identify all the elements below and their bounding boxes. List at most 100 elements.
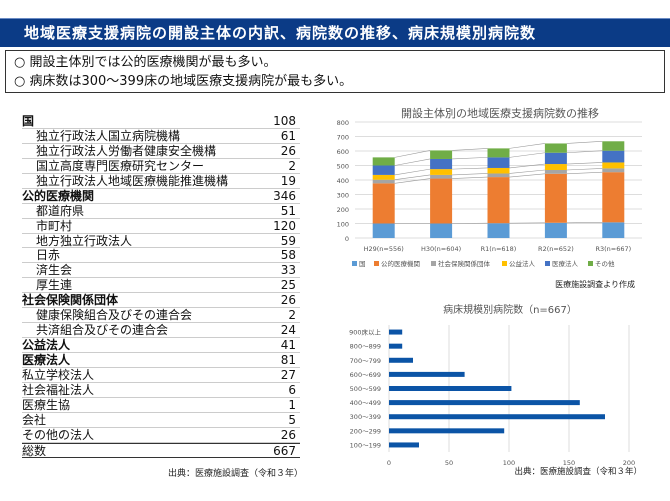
series-line <box>509 143 545 149</box>
bar-segment <box>544 169 567 174</box>
row-label: 独立行政法人地域医療機能推進機構 <box>36 173 229 188</box>
row-label: 総数 <box>22 443 47 458</box>
series-line <box>509 169 545 174</box>
row-label: 共済組合及びその連合会 <box>36 323 169 338</box>
row-label: 国 <box>22 114 35 128</box>
bar-segment <box>487 173 510 178</box>
bar <box>389 357 413 363</box>
series-line <box>452 157 488 160</box>
row-label: 会社 <box>22 412 47 427</box>
legend-label: 国 <box>359 260 366 268</box>
row-value: 27 <box>280 367 296 382</box>
table-row: 公益法人 41 <box>22 338 300 353</box>
legend-swatch <box>588 261 593 266</box>
x-tick-label: R3(n=667) <box>595 245 631 253</box>
bar-segment <box>372 183 395 224</box>
row-label: 社会福祉法人 <box>22 382 95 397</box>
legend-swatch <box>374 261 379 266</box>
summary-line: ○ 開設主体別では公的医療機関が最も多い。 <box>14 55 277 70</box>
y-tick-label: 300～399 <box>350 413 381 421</box>
legend-label: 医療法人 <box>552 259 579 268</box>
bar-segment <box>372 157 395 166</box>
y-tick-label: 600 <box>337 148 349 156</box>
row-value: 24 <box>280 323 296 338</box>
table-row: 会社 5 <box>22 413 300 428</box>
series-line <box>566 162 603 165</box>
legend-label: その他 <box>595 259 615 268</box>
y-tick-label: 900床以上 <box>349 328 381 337</box>
table-row: 国 108 <box>22 114 300 129</box>
row-value: 2 <box>288 308 296 323</box>
legend-swatch <box>502 261 507 266</box>
x-tick-label: 0 <box>387 459 391 467</box>
bar-segment <box>544 222 567 238</box>
row-value: 26 <box>280 427 296 442</box>
table-row: その他の法人 26 <box>22 428 300 443</box>
row-value: 26 <box>280 293 296 308</box>
series-line <box>394 150 431 158</box>
series-line <box>394 178 431 184</box>
row-label: 独立行政法人国立病院機構 <box>36 128 181 143</box>
series-line <box>566 171 603 175</box>
y-tick-label: 400 <box>337 177 349 185</box>
bar <box>389 386 512 391</box>
row-value: 120 <box>273 218 296 233</box>
row-label: 国立高度専門医療研究センター <box>36 158 205 173</box>
row-label: 市町村 <box>36 218 73 233</box>
row-value: 26 <box>280 143 296 158</box>
row-label: 都道府県 <box>36 203 85 218</box>
row-label: 医療法人 <box>22 353 71 367</box>
table-row: 公的医療機関 346 <box>22 189 300 204</box>
row-value: 6 <box>288 382 296 397</box>
row-value: 58 <box>280 248 296 263</box>
y-tick-label: 400～499 <box>350 399 381 407</box>
series-line <box>509 163 545 169</box>
row-label: 日赤 <box>36 248 61 263</box>
bar-segment <box>602 222 625 238</box>
legend-label: 公的医療機関 <box>381 259 420 268</box>
bar-segment <box>544 152 567 165</box>
table-source: 出典：医療施設調査（令和３年） <box>168 469 304 479</box>
y-tick-label: 0 <box>345 235 349 243</box>
row-value: 61 <box>280 128 296 143</box>
x-tick-label: R1(n=618) <box>481 245 517 253</box>
series-line <box>566 140 603 144</box>
table-row: 社会保険関係団体 26 <box>22 293 300 309</box>
legend-swatch <box>431 261 436 266</box>
row-value: 5 <box>288 412 296 427</box>
table-row: 国立高度専門医療研究センター 2 <box>22 159 300 174</box>
x-tick-label: H29(n=556) <box>364 245 404 253</box>
row-label: 済生会 <box>36 263 73 278</box>
x-tick-label: 50 <box>445 459 453 467</box>
x-tick-label: H30(n=604) <box>421 245 461 253</box>
bar <box>389 329 403 335</box>
row-value: 33 <box>280 263 296 278</box>
horizontal-bar-chart: 病床規模別病院数（n=667） 0 50 100 150 200 900床以上 800～899… <box>349 303 642 477</box>
table-row: 医療法人 81 <box>22 353 300 368</box>
row-value: 81 <box>280 353 296 367</box>
bar <box>389 414 605 420</box>
bar-segment <box>602 168 625 173</box>
table-row: 都道府県 51 <box>22 204 300 219</box>
series-line <box>394 174 431 181</box>
bar-segment <box>372 165 395 175</box>
series-line <box>394 168 431 176</box>
series-line <box>452 148 488 151</box>
chart-title: 病床規模別病院数（n=667） <box>443 303 577 316</box>
row-value: 2 <box>288 158 296 173</box>
table-row: 厚生連 25 <box>22 278 300 294</box>
bar-segment <box>372 179 395 184</box>
series-line <box>509 152 545 158</box>
row-value: 51 <box>280 203 296 218</box>
bar-segment <box>430 150 453 159</box>
row-label: 公益法人 <box>22 338 71 353</box>
bar <box>389 400 580 406</box>
x-tick-label: 200 <box>623 459 635 467</box>
y-tick-label: 700 <box>337 134 349 142</box>
bar-segment <box>430 158 453 170</box>
row-value: 1 <box>288 397 296 412</box>
chart-title: 開設主体別の地域医療支援病院数の推移 <box>401 106 599 120</box>
row-value: 59 <box>280 233 296 248</box>
summary-line: ○ 病床数は300～399床の地域医療支援病院が最も多い。 <box>14 74 353 89</box>
table-row: 独立行政法人国立病院機構 61 <box>22 129 300 144</box>
